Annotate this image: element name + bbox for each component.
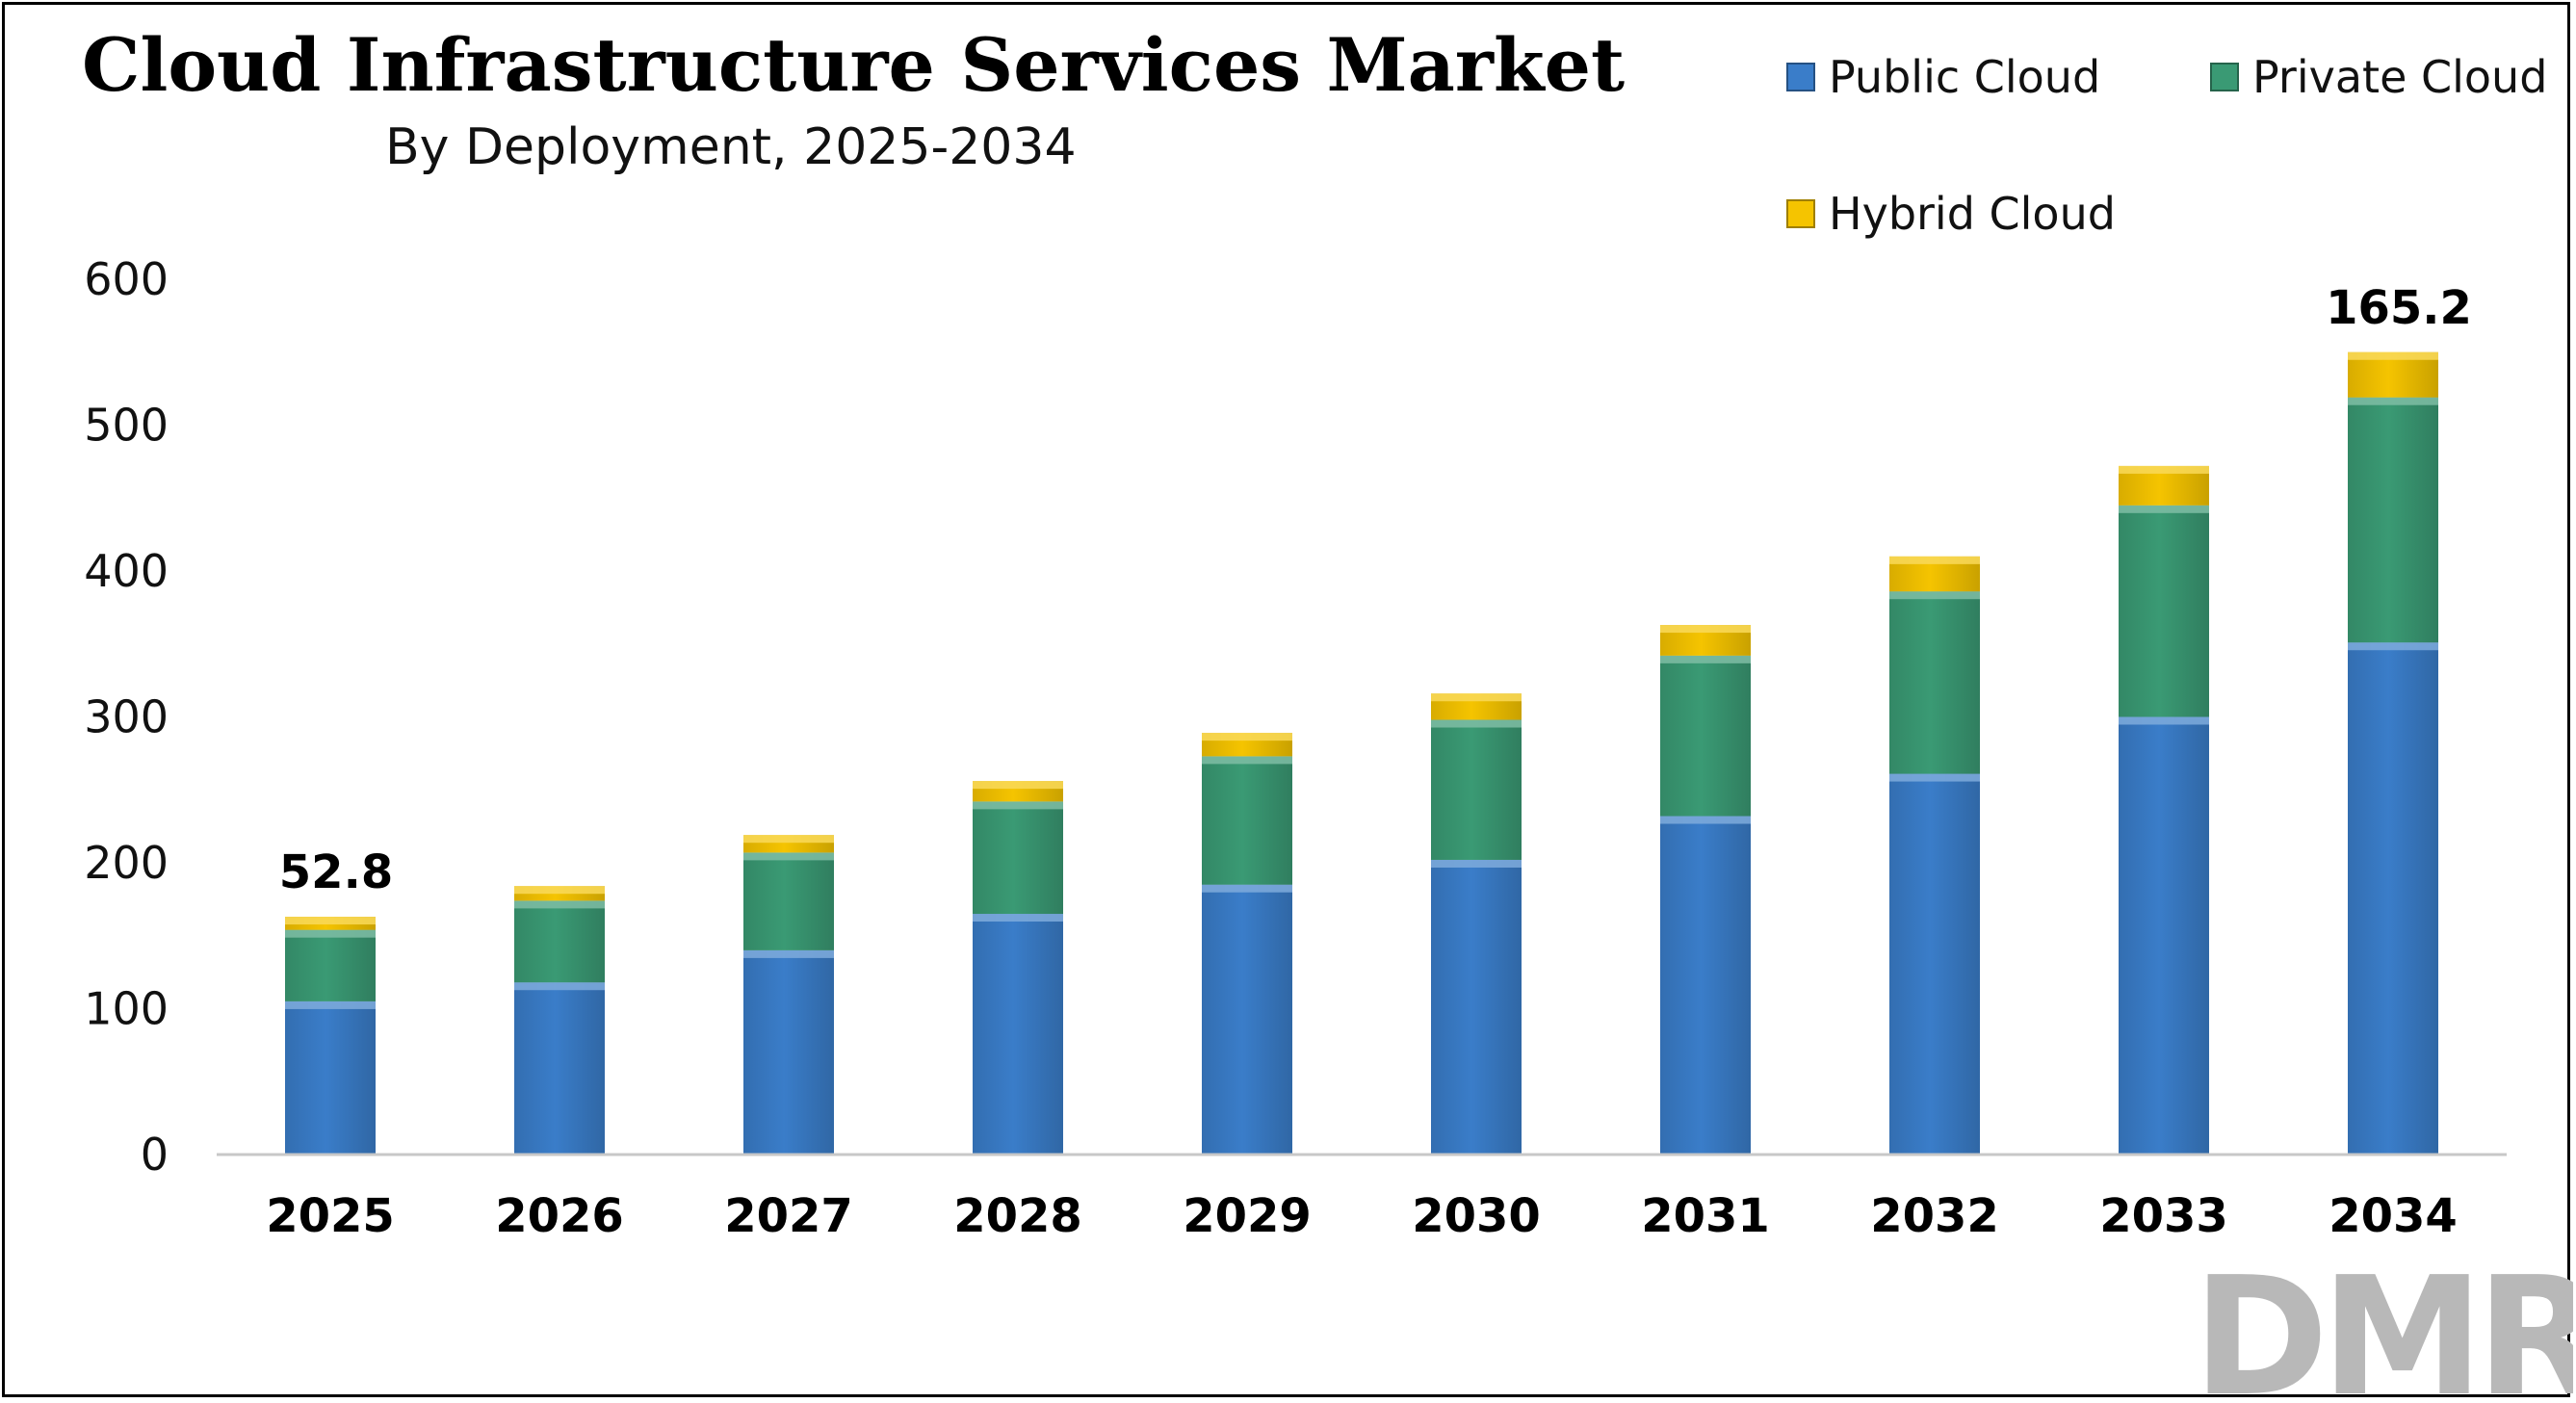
bar-highlight-private-cloud-2032 bbox=[1889, 591, 1980, 600]
bar-public-cloud-2025 bbox=[285, 1000, 376, 1155]
bar-public-cloud-2032 bbox=[1889, 773, 1980, 1155]
chart-subtitle: By Deployment, 2025-2034 bbox=[385, 118, 1077, 176]
legend-label-private-cloud: Private Cloud bbox=[2252, 51, 2548, 103]
bar-highlight-private-cloud-2033 bbox=[2119, 505, 2209, 513]
legend-item-private-cloud: Private Cloud bbox=[2210, 51, 2547, 103]
bar-public-cloud-2033 bbox=[2119, 716, 2209, 1155]
x-tick-label-2026: 2026 bbox=[495, 1189, 624, 1243]
bar-highlight-public-cloud-2031 bbox=[1660, 816, 1751, 824]
bar-private-cloud-2030 bbox=[1431, 719, 1522, 860]
bar-stack-2026 bbox=[514, 886, 605, 1155]
bar-stack-2033 bbox=[2119, 465, 2209, 1155]
bar-public-cloud-2030 bbox=[1431, 859, 1522, 1155]
bar-highlight-public-cloud-2026 bbox=[514, 982, 605, 991]
bar-highlight-hybrid-cloud-2025 bbox=[285, 917, 376, 925]
bar-stack-2034 bbox=[2348, 351, 2438, 1155]
bar-highlight-hybrid-cloud-2026 bbox=[514, 886, 605, 895]
stacked-bar-chart: 0 100 200 300 400 500 600 2025 2026 2027 2028 2029… bbox=[84, 253, 2507, 1243]
dmr-logo-text: DMR bbox=[2193, 1268, 2573, 1403]
bar-stack-2031 bbox=[1660, 625, 1751, 1155]
bars bbox=[285, 351, 2438, 1155]
bar-public-cloud-2031 bbox=[1660, 816, 1751, 1155]
bar-highlight-public-cloud-2025 bbox=[285, 1000, 376, 1009]
bar-highlight-private-cloud-2027 bbox=[743, 852, 834, 861]
bar-highlight-public-cloud-2027 bbox=[743, 949, 834, 958]
bar-private-cloud-2025 bbox=[285, 929, 376, 1001]
y-tick-label: 0 bbox=[141, 1129, 169, 1181]
x-tick-label-2031: 2031 bbox=[1641, 1189, 1770, 1243]
bar-stack-2032 bbox=[1889, 556, 1980, 1155]
x-tick-label-2028: 2028 bbox=[953, 1189, 1082, 1243]
bar-highlight-private-cloud-2028 bbox=[973, 801, 1063, 810]
legend-swatch-public-cloud bbox=[1786, 63, 1815, 91]
legend-label-public-cloud: Public Cloud bbox=[1829, 51, 2101, 103]
bar-highlight-private-cloud-2025 bbox=[285, 929, 376, 938]
dmr-logo: DMR bbox=[2193, 1268, 2573, 1403]
data-labels: 52.8 165.2 bbox=[279, 281, 2472, 899]
bar-highlight-public-cloud-2029 bbox=[1202, 884, 1292, 893]
bar-highlight-private-cloud-2026 bbox=[514, 900, 605, 909]
bar-highlight-hybrid-cloud-2028 bbox=[973, 781, 1063, 790]
bar-private-cloud-2026 bbox=[514, 900, 605, 983]
bar-highlight-public-cloud-2034 bbox=[2348, 642, 2438, 651]
x-tick-label-2030: 2030 bbox=[1412, 1189, 1541, 1243]
bar-private-cloud-2027 bbox=[743, 852, 834, 950]
legend-swatch-private-cloud bbox=[2210, 63, 2239, 91]
bar-highlight-public-cloud-2032 bbox=[1889, 773, 1980, 782]
bar-highlight-private-cloud-2029 bbox=[1202, 756, 1292, 765]
bar-highlight-private-cloud-2034 bbox=[2348, 397, 2438, 405]
bar-private-cloud-2028 bbox=[973, 801, 1063, 915]
bar-highlight-public-cloud-2028 bbox=[973, 914, 1063, 922]
bar-stack-2028 bbox=[973, 781, 1063, 1155]
bar-private-cloud-2033 bbox=[2119, 505, 2209, 717]
bar-highlight-hybrid-cloud-2030 bbox=[1431, 693, 1522, 702]
y-tick-label: 100 bbox=[84, 983, 169, 1035]
chart-title: Cloud Infrastructure Services Market bbox=[82, 22, 1626, 108]
bar-highlight-hybrid-cloud-2032 bbox=[1889, 556, 1980, 564]
x-tick-label-2032: 2032 bbox=[1870, 1189, 1999, 1243]
x-tick-label-2033: 2033 bbox=[2099, 1189, 2228, 1243]
bar-private-cloud-2029 bbox=[1202, 756, 1292, 885]
x-axis: 2025 2026 2027 2028 2029 2030 2031 2032 2033 2034 bbox=[266, 1189, 2458, 1243]
bar-stack-2029 bbox=[1202, 733, 1292, 1155]
legend-swatch-hybrid-cloud bbox=[1786, 199, 1815, 228]
x-tick-label-2027: 2027 bbox=[724, 1189, 853, 1243]
bar-highlight-hybrid-cloud-2031 bbox=[1660, 625, 1751, 634]
data-label-2034: 165.2 bbox=[2326, 281, 2472, 335]
bar-public-cloud-2029 bbox=[1202, 884, 1292, 1155]
y-axis: 0 100 200 300 400 500 600 bbox=[84, 253, 169, 1181]
legend-label-hybrid-cloud: Hybrid Cloud bbox=[1829, 188, 2116, 240]
x-tick-label-2029: 2029 bbox=[1183, 1189, 1312, 1243]
x-tick-label-2025: 2025 bbox=[266, 1189, 395, 1243]
bar-public-cloud-2028 bbox=[973, 914, 1063, 1155]
bar-highlight-hybrid-cloud-2033 bbox=[2119, 465, 2209, 474]
y-tick-label: 600 bbox=[84, 253, 169, 305]
bar-stack-2025 bbox=[285, 917, 376, 1155]
legend-item-hybrid-cloud: Hybrid Cloud bbox=[1786, 188, 2116, 240]
data-label-2025: 52.8 bbox=[279, 845, 393, 899]
bar-private-cloud-2031 bbox=[1660, 655, 1751, 817]
bar-stack-2030 bbox=[1431, 693, 1522, 1155]
bar-highlight-private-cloud-2030 bbox=[1431, 719, 1522, 728]
legend-item-public-cloud: Public Cloud bbox=[1786, 51, 2100, 103]
y-tick-label: 200 bbox=[84, 837, 169, 889]
y-tick-label: 500 bbox=[84, 400, 169, 452]
bar-highlight-hybrid-cloud-2029 bbox=[1202, 733, 1292, 741]
bar-public-cloud-2026 bbox=[514, 982, 605, 1155]
bar-highlight-private-cloud-2031 bbox=[1660, 655, 1751, 663]
bar-highlight-hybrid-cloud-2034 bbox=[2348, 351, 2438, 360]
y-tick-label: 400 bbox=[84, 545, 169, 597]
bar-private-cloud-2034 bbox=[2348, 397, 2438, 643]
bar-public-cloud-2027 bbox=[743, 949, 834, 1155]
bar-stack-2027 bbox=[743, 835, 834, 1155]
y-tick-label: 300 bbox=[84, 691, 169, 743]
bar-highlight-public-cloud-2030 bbox=[1431, 859, 1522, 868]
x-tick-label-2034: 2034 bbox=[2329, 1189, 2458, 1243]
bar-highlight-hybrid-cloud-2027 bbox=[743, 835, 834, 844]
bar-highlight-public-cloud-2033 bbox=[2119, 716, 2209, 725]
bar-public-cloud-2034 bbox=[2348, 642, 2438, 1155]
bar-private-cloud-2032 bbox=[1889, 591, 1980, 774]
